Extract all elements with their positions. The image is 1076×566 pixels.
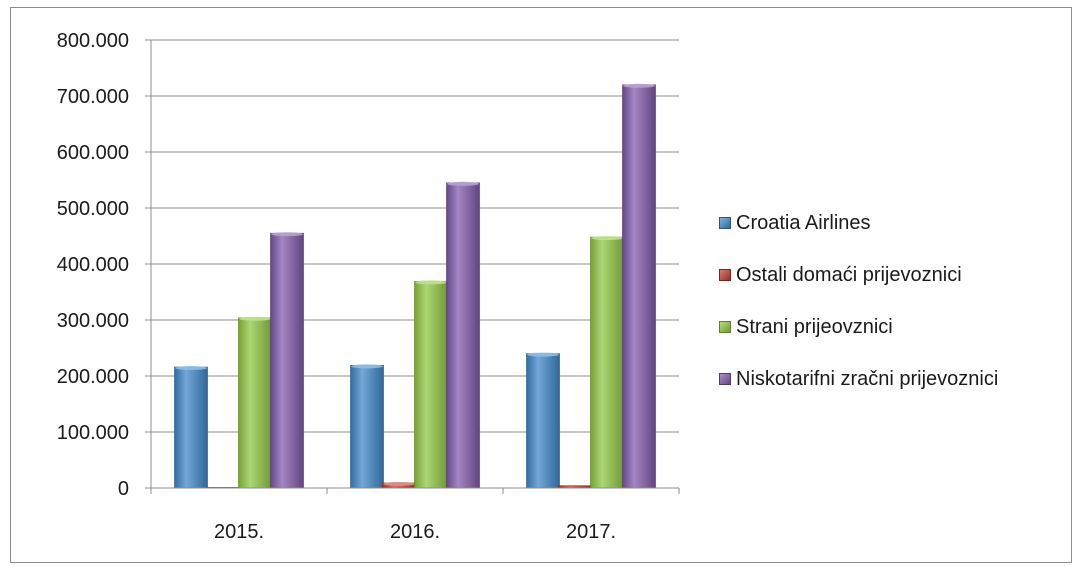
bar-top-cap	[175, 366, 207, 371]
y-tick-label: 300.000	[57, 310, 129, 332]
y-tick-label: 800.000	[57, 30, 129, 52]
bar	[414, 281, 448, 489]
bar	[590, 236, 624, 489]
legend-label: Croatia Airlines	[736, 211, 871, 234]
bar-top-cap	[623, 83, 655, 88]
y-tick-label: 200.000	[57, 366, 129, 388]
bar	[350, 365, 384, 489]
chart-legend: Croatia Airlines Ostali domaći prijevozni…	[719, 197, 998, 405]
bar-top-cap	[447, 181, 479, 186]
bar	[446, 182, 480, 489]
bar	[174, 366, 208, 489]
legend-swatch	[719, 217, 731, 229]
bar-top-cap	[527, 352, 559, 357]
bar-top-cap	[591, 236, 623, 241]
y-tick-label: 700.000	[57, 86, 129, 108]
x-tick-label: 2016.	[390, 521, 440, 543]
bar-top-cap	[415, 280, 447, 285]
bar	[270, 232, 304, 489]
bar-top-cap	[351, 364, 383, 369]
legend-item: Niskotarifni zračni prijevoznici	[719, 353, 998, 405]
bar	[622, 84, 656, 489]
bar	[238, 317, 272, 489]
y-tick-label: 600.000	[57, 142, 129, 164]
y-tick-label: 400.000	[57, 254, 129, 276]
y-tick-label: 500.000	[57, 198, 129, 220]
bar-top-cap	[271, 232, 303, 237]
legend-label: Strani prijeovznici	[736, 315, 893, 338]
legend-label: Ostali domaći prijevoznici	[736, 263, 962, 286]
legend-label: Niskotarifni zračni prijevoznici	[736, 367, 999, 390]
bar	[526, 353, 560, 489]
x-tick-label: 2015.	[214, 521, 264, 543]
x-tick-label: 2017.	[566, 521, 616, 543]
legend-swatch	[719, 269, 731, 281]
legend-item: Ostali domaći prijevoznici	[719, 249, 998, 301]
legend-swatch	[719, 321, 731, 333]
legend-item: Strani prijeovznici	[719, 301, 998, 353]
legend-swatch	[719, 373, 731, 385]
y-tick-label: 0	[118, 478, 129, 500]
legend-item: Croatia Airlines	[719, 197, 998, 249]
bar-top-cap	[383, 481, 415, 486]
bar-top-cap	[239, 316, 271, 321]
y-tick-label: 100.000	[57, 422, 129, 444]
